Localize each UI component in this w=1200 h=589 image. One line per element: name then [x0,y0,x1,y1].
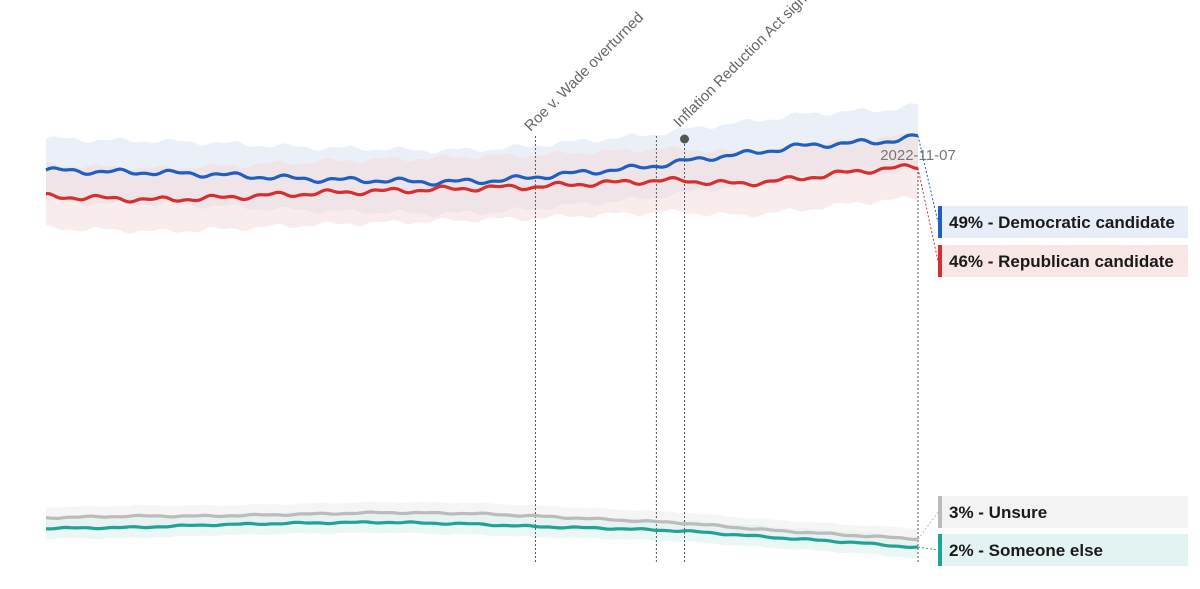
band-someone-else [46,511,918,558]
end-date-label: 2022-11-07 [880,147,956,164]
legend-box-democratic-candidate [938,206,1188,238]
legend-box-republican-candidate [938,245,1188,277]
legend-box-someone-else [938,534,1188,566]
legend-label-unsure: 3% - Unsure [949,503,1047,522]
legend: 49% - Democratic candidate 46% - Republic… [917,135,1188,566]
legend-swatch-someone-else [938,534,942,566]
legend-swatch-democratic-candidate [938,206,942,238]
legend-box-unsure [938,496,1188,528]
legend-label-someone-else: 2% - Someone else [949,541,1103,560]
legend-label-republican-candidate: 46% - Republican candidate [949,252,1174,271]
line-unsure [45,510,919,542]
legend-connector-republican-candidate [917,168,939,262]
annotation-lines: Roe v. Wade overturned Inflation Reductio… [521,0,956,563]
annotation-marker [680,134,690,144]
legend-label-democratic-candidate: 49% - Democratic candidate [949,213,1175,232]
legend-connector-democratic-candidate [917,135,939,223]
annotation-label-roe-v-wade-overturned: Roe v. Wade overturned [521,9,647,135]
series-lines [45,133,919,549]
legend-swatch-unsure [938,496,942,528]
legend-connector-someone-else [917,546,939,551]
line-republican-candidate [45,163,919,204]
line-democratic-candidate [45,133,919,187]
legend-connector-unsure [917,511,939,540]
annotation-label-inflation-reduction-act-signed: Inflation Reduction Act signed [670,0,822,131]
line-someone-else [45,520,919,549]
legend-swatch-republican-candidate [938,245,942,277]
